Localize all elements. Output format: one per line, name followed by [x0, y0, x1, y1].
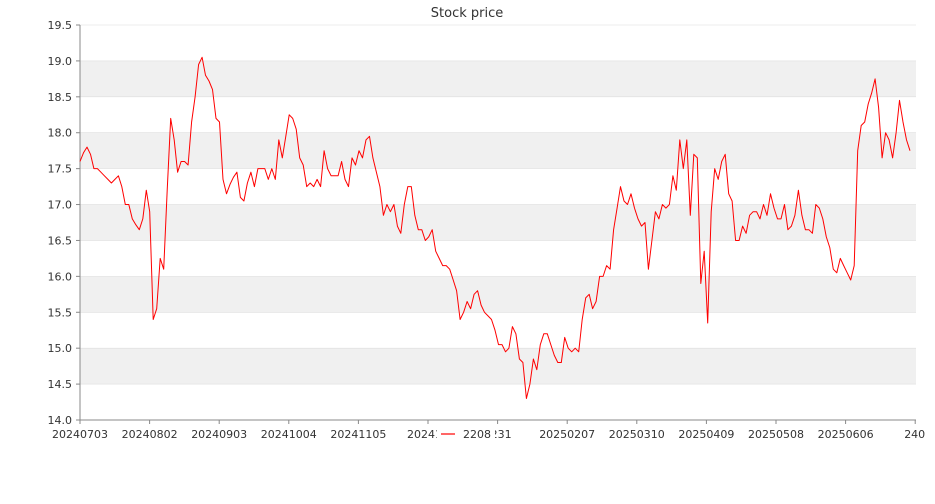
grid-band — [80, 132, 916, 169]
y-axis: 14.0 14.5 15.0 15.5 16.0 16.5 17.0 17.5 18.0 18.5… — [48, 19, 81, 427]
y-tick-label: 16.0 — [48, 270, 73, 283]
y-tick-label: 15.5 — [48, 306, 73, 319]
y-tick-label: 15.0 — [48, 342, 73, 355]
x-axis: 20240703 20240802 20240903 20241004 20241105… — [52, 419, 925, 441]
grid-bands — [80, 60, 916, 385]
x-tick-label: 20241105 — [330, 428, 386, 441]
x-tick-label: 20250508 — [748, 428, 804, 441]
legend-label: 2208 — [463, 428, 491, 441]
grid-lines — [80, 24, 916, 421]
x-tick-label: 240 — [904, 428, 925, 441]
y-tick-label: 14.0 — [48, 414, 73, 427]
grid-band — [80, 348, 916, 385]
x-tick-label: 20241004 — [261, 428, 317, 441]
x-tick-label: 20250310 — [609, 428, 665, 441]
x-tick-label: 20240903 — [191, 428, 247, 441]
x-tick-label: 20250606 — [818, 428, 874, 441]
y-tick-label: 17.0 — [48, 199, 73, 212]
x-tick-label: 20240802 — [122, 428, 178, 441]
legend-background — [437, 424, 495, 442]
grid-band — [80, 60, 916, 97]
y-tick-label: 19.0 — [48, 55, 73, 68]
legend: 2208 — [437, 424, 495, 442]
y-tick-label: 18.5 — [48, 91, 73, 104]
x-tick-label: 20250207 — [539, 428, 595, 441]
x-tick-label: 20240703 — [52, 428, 108, 441]
series-layer — [79, 56, 911, 399]
series-line — [79, 56, 911, 399]
y-tick-label: 19.5 — [48, 19, 73, 32]
grid-band — [80, 204, 916, 241]
y-tick-label: 18.0 — [48, 127, 73, 140]
grid-band — [80, 276, 916, 313]
y-tick-label: 14.5 — [48, 378, 73, 391]
y-tick-label: 16.5 — [48, 234, 73, 247]
x-tick-label: 20250409 — [678, 428, 734, 441]
chart-title: Stock price — [431, 6, 503, 21]
y-tick-label: 17.5 — [48, 163, 73, 176]
